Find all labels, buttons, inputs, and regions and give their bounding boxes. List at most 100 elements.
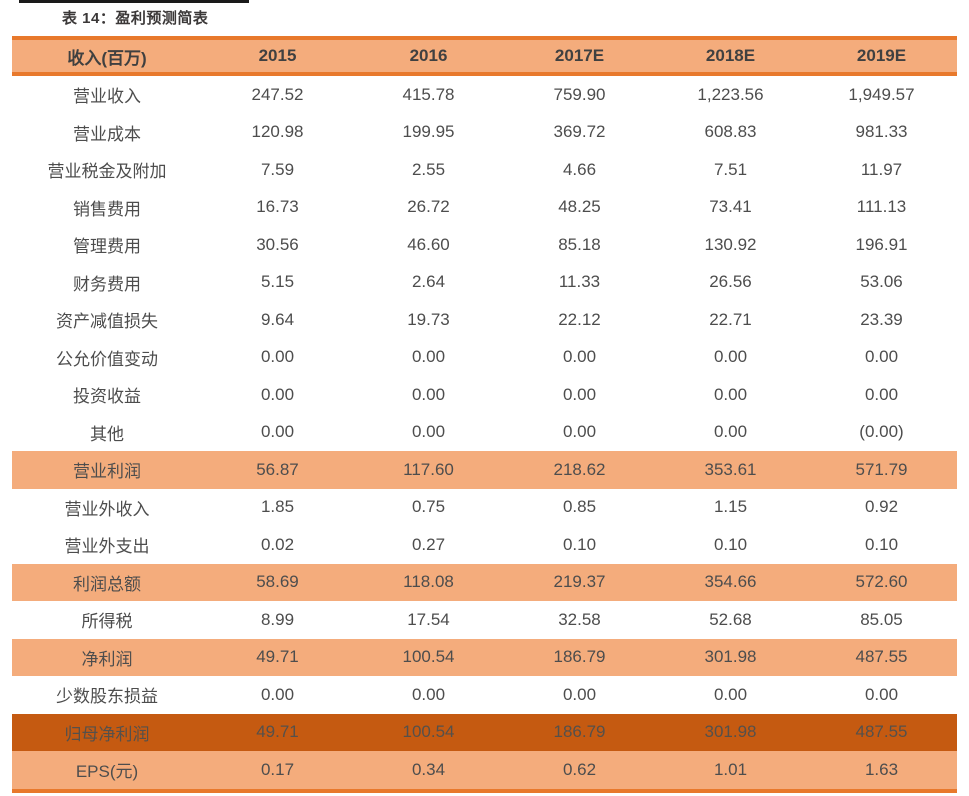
cell-value: 981.33 bbox=[855, 122, 908, 142]
cell-value: 487.55 bbox=[806, 713, 957, 751]
table-row: 少数股东损益 0.00 0.00 0.00 0.00 0.00 bbox=[12, 676, 957, 714]
cell-value: 0.10 bbox=[864, 534, 899, 554]
table-row: 营业成本 120.98 199.95 369.72 608.83 981.33 bbox=[12, 114, 957, 152]
table-row: 利润总额 58.69 118.08 219.37 354.66 572.60 bbox=[12, 563, 957, 601]
row-label: 管理费用 bbox=[73, 237, 141, 257]
cell-value: 199.95 bbox=[402, 122, 455, 142]
cell-value: 7.59 bbox=[260, 159, 295, 179]
cell-value: 571.79 bbox=[806, 451, 957, 489]
table-row: EPS(元) 0.17 0.34 0.62 1.01 1.63 bbox=[12, 751, 957, 793]
cell-value: 1.15 bbox=[713, 497, 748, 517]
cell-value: 0.00 bbox=[713, 422, 748, 442]
header-cell-year: 2019E bbox=[806, 36, 957, 76]
cell-value: 0.00 bbox=[260, 384, 295, 404]
cell-value: 0.00 bbox=[411, 422, 446, 442]
cell-value: 49.71 bbox=[202, 713, 353, 751]
table-row: 销售费用 16.73 26.72 48.25 73.41 111.13 bbox=[12, 189, 957, 227]
row-label: 资产减值损失 bbox=[56, 312, 158, 332]
cell-value: 85.18 bbox=[558, 234, 601, 254]
cell-value: 1,223.56 bbox=[697, 84, 764, 104]
row-label: 营业外支出 bbox=[64, 537, 150, 557]
cell-value: 0.92 bbox=[864, 497, 899, 517]
cell-value: 5.15 bbox=[260, 272, 295, 292]
row-label: 净利润 bbox=[12, 638, 202, 676]
table-header: 收入(百万) 2015 2016 2017E 2018E 2019E bbox=[12, 36, 957, 76]
cell-value: 7.51 bbox=[713, 159, 748, 179]
cell-value: 301.98 bbox=[655, 638, 806, 676]
row-label: 投资收益 bbox=[73, 387, 141, 407]
cell-value: 1,949.57 bbox=[848, 84, 915, 104]
cell-value: 100.54 bbox=[353, 713, 504, 751]
cell-value: 46.60 bbox=[407, 234, 450, 254]
cell-value: 0.17 bbox=[202, 751, 353, 793]
row-label: 营业收入 bbox=[73, 87, 141, 107]
cell-value: 1.01 bbox=[655, 751, 806, 793]
row-label: 归母净利润 bbox=[12, 713, 202, 751]
cell-value: 186.79 bbox=[504, 713, 655, 751]
cell-value: 186.79 bbox=[504, 638, 655, 676]
table-row: 公允价值变动 0.00 0.00 0.00 0.00 0.00 bbox=[12, 339, 957, 377]
table-row: 资产减值损失 9.64 19.73 22.12 22.71 23.39 bbox=[12, 301, 957, 339]
header-row: 收入(百万) 2015 2016 2017E 2018E 2019E bbox=[12, 36, 957, 76]
cell-value: 22.12 bbox=[558, 309, 601, 329]
table-row: 净利润 49.71 100.54 186.79 301.98 487.55 bbox=[12, 638, 957, 676]
cell-value: 0.10 bbox=[713, 534, 748, 554]
table-row: 营业外收入 1.85 0.75 0.85 1.15 0.92 bbox=[12, 489, 957, 527]
cell-value: 85.05 bbox=[860, 609, 903, 629]
cell-value: 4.66 bbox=[562, 159, 597, 179]
cell-value: 0.00 bbox=[411, 684, 446, 704]
cell-value: 1.85 bbox=[260, 497, 295, 517]
cell-value: 354.66 bbox=[655, 563, 806, 601]
cell-value: 2.55 bbox=[411, 159, 446, 179]
table-row: 营业收入 247.52 415.78 759.90 1,223.56 1,949.57 bbox=[12, 76, 957, 114]
row-label: 营业税金及附加 bbox=[47, 162, 167, 182]
table-caption: 表 14：盈利预测简表 bbox=[62, 10, 209, 27]
cell-value: 0.00 bbox=[713, 684, 748, 704]
cell-value: 2.64 bbox=[411, 272, 446, 292]
cell-value: 22.71 bbox=[709, 309, 752, 329]
cell-value: 111.13 bbox=[856, 197, 907, 217]
header-cell-year: 2016 bbox=[353, 36, 504, 76]
cell-value: 11.33 bbox=[558, 272, 601, 292]
header-cell-year: 2017E bbox=[504, 36, 655, 76]
cell-value: 0.00 bbox=[562, 347, 597, 367]
cell-value: 73.41 bbox=[709, 197, 752, 217]
table-body: 营业收入 247.52 415.78 759.90 1,223.56 1,949.57 营业… bbox=[12, 76, 957, 793]
cell-value: 0.00 bbox=[864, 347, 899, 367]
header-cell-year: 2018E bbox=[655, 36, 806, 76]
cell-value: 572.60 bbox=[806, 563, 957, 601]
cell-value: 369.72 bbox=[553, 122, 606, 142]
row-label: 销售费用 bbox=[73, 199, 141, 219]
row-label: 少数股东损益 bbox=[56, 687, 158, 707]
cell-value: 49.71 bbox=[202, 638, 353, 676]
cell-value: 32.58 bbox=[558, 609, 601, 629]
cell-value: 0.00 bbox=[562, 384, 597, 404]
cell-value: 11.97 bbox=[860, 159, 903, 179]
row-label: 利润总额 bbox=[12, 563, 202, 601]
cell-value: 58.69 bbox=[202, 563, 353, 601]
cell-value: 0.62 bbox=[504, 751, 655, 793]
cell-value: 26.72 bbox=[407, 197, 450, 217]
cell-value: 0.00 bbox=[713, 347, 748, 367]
cell-value: 0.27 bbox=[411, 534, 446, 554]
cell-value: 130.92 bbox=[704, 234, 757, 254]
cell-value: 30.56 bbox=[256, 234, 299, 254]
cell-value: 0.00 bbox=[411, 347, 446, 367]
table-row: 营业利润 56.87 117.60 218.62 353.61 571.79 bbox=[12, 451, 957, 489]
cell-value: 120.98 bbox=[251, 122, 304, 142]
cell-value: 23.39 bbox=[860, 309, 903, 329]
table-row: 管理费用 30.56 46.60 85.18 130.92 196.91 bbox=[12, 226, 957, 264]
row-label: 营业外收入 bbox=[64, 499, 150, 519]
cell-value: 218.62 bbox=[504, 451, 655, 489]
cell-value: 0.00 bbox=[864, 384, 899, 404]
table-row: 投资收益 0.00 0.00 0.00 0.00 0.00 bbox=[12, 376, 957, 414]
table-row: 归母净利润 49.71 100.54 186.79 301.98 487.55 bbox=[12, 713, 957, 751]
cell-value: 26.56 bbox=[709, 272, 752, 292]
table-row: 其他 0.00 0.00 0.00 0.00 (0.00) bbox=[12, 414, 957, 452]
row-label: 公允价值变动 bbox=[56, 349, 158, 369]
cell-value: 0.00 bbox=[562, 684, 597, 704]
cell-value: 117.60 bbox=[353, 451, 504, 489]
cell-value: 8.99 bbox=[260, 609, 295, 629]
cell-value: 118.08 bbox=[353, 563, 504, 601]
